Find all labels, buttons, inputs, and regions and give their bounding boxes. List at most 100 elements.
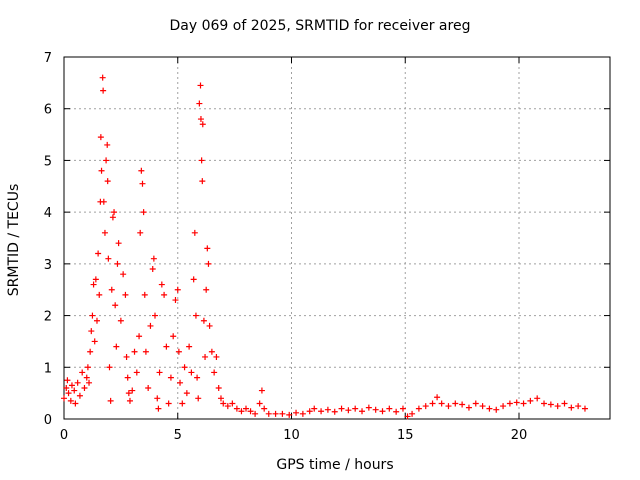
data-point: [61, 395, 67, 402]
data-point: [208, 348, 215, 355]
data-point: [175, 348, 182, 355]
y-tick-label: 5: [44, 154, 52, 169]
data-point: [87, 348, 94, 355]
data-point: [224, 403, 231, 410]
data-point: [279, 410, 286, 417]
data-point: [76, 392, 83, 399]
data-point: [318, 408, 325, 415]
data-point: [200, 317, 207, 324]
data-point: [506, 400, 513, 407]
data-point: [150, 255, 157, 262]
data-point: [115, 240, 122, 247]
data-marks: [61, 74, 588, 420]
data-point: [198, 157, 205, 164]
data-point: [72, 400, 79, 407]
data-point: [117, 317, 124, 324]
data-point: [105, 255, 112, 262]
data-point: [125, 390, 132, 397]
data-point: [211, 369, 218, 376]
data-point: [81, 384, 88, 391]
data-point: [86, 379, 93, 386]
data-point: [286, 411, 293, 418]
data-point: [213, 353, 220, 360]
data-point: [98, 167, 105, 174]
data-point: [186, 343, 193, 350]
data-point: [63, 384, 70, 391]
data-point: [136, 333, 143, 340]
data-point: [299, 410, 306, 417]
data-point: [109, 214, 116, 221]
x-tick-label: 15: [397, 428, 414, 443]
data-point: [438, 400, 445, 407]
data-point: [331, 408, 338, 415]
data-point: [141, 291, 148, 298]
data-point: [199, 178, 206, 185]
data-point: [561, 400, 568, 407]
data-point: [163, 343, 170, 350]
data-point: [111, 209, 118, 216]
data-point: [188, 369, 195, 376]
data-point: [233, 405, 240, 412]
data-point: [486, 405, 493, 412]
data-point: [84, 364, 91, 371]
data-point: [137, 229, 144, 236]
data-point: [139, 180, 146, 187]
data-point: [194, 374, 201, 381]
data-point: [97, 134, 104, 141]
data-point: [404, 413, 411, 420]
x-axis-label: GPS time / hours: [276, 457, 394, 473]
data-point: [479, 403, 486, 410]
data-point: [149, 266, 156, 273]
data-point: [106, 364, 113, 371]
plot-frame: [63, 56, 611, 420]
data-point: [472, 400, 479, 407]
y-tick-label: 4: [44, 206, 52, 221]
data-point: [199, 121, 206, 128]
data-point: [465, 404, 472, 411]
data-point: [140, 209, 147, 216]
data-point: [122, 291, 129, 298]
ticks: 0 5 10 15 20 0 1 2 3 4 5 6 7: [44, 51, 610, 443]
grid: [64, 57, 610, 419]
data-point: [365, 404, 372, 411]
data-point: [65, 390, 72, 397]
data-point: [147, 322, 154, 329]
x-tick-label: 10: [283, 428, 300, 443]
data-point: [196, 100, 203, 107]
data-point: [261, 405, 268, 412]
data-point: [104, 141, 111, 148]
data-point: [422, 403, 429, 410]
data-point: [372, 406, 379, 413]
data-point: [229, 400, 236, 407]
data-point: [527, 397, 534, 404]
data-point: [101, 229, 108, 236]
data-point: [534, 395, 541, 402]
data-point: [311, 405, 318, 412]
data-point: [272, 410, 279, 417]
data-point: [520, 400, 527, 407]
data-point: [409, 410, 416, 417]
data-point: [500, 403, 507, 410]
y-tick-label: 3: [44, 258, 52, 273]
data-point: [202, 353, 209, 360]
y-tick-label: 0: [44, 413, 52, 428]
data-point: [158, 281, 165, 288]
data-point: [568, 404, 575, 411]
data-point: [359, 408, 366, 415]
data-point: [112, 302, 119, 309]
data-point: [256, 400, 263, 407]
x-tick-label: 20: [511, 428, 528, 443]
data-point: [393, 408, 400, 415]
data-point: [83, 374, 90, 381]
data-point: [493, 406, 500, 413]
data-point: [99, 74, 106, 81]
data-point: [429, 400, 436, 407]
data-point: [114, 260, 121, 267]
data-point: [124, 374, 131, 381]
data-point: [167, 374, 174, 381]
data-point: [92, 276, 99, 283]
data-point: [252, 410, 259, 417]
data-point: [74, 379, 81, 386]
data-point: [434, 394, 441, 401]
data-point: [91, 338, 98, 345]
